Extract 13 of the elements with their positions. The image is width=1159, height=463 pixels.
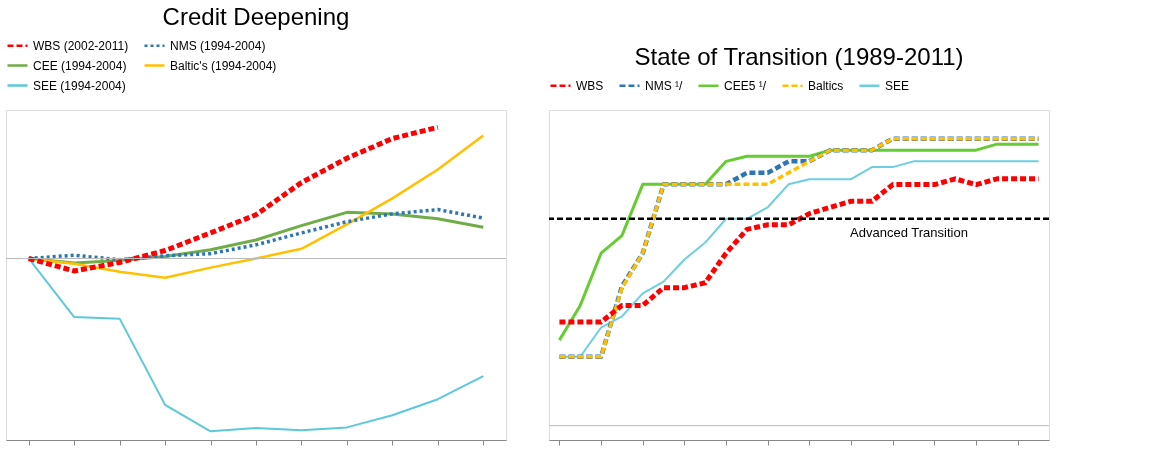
chart-title: State of Transition (1989-2011) bbox=[634, 43, 964, 70]
ref-line-label: Advanced Transition bbox=[850, 224, 968, 240]
legend-label: SEE (1994-2004) bbox=[33, 78, 126, 93]
legend-label: NMS ¹/ bbox=[645, 78, 683, 93]
legend-label: WBS bbox=[576, 78, 604, 93]
legend-label: NMS (1994-2004) bbox=[170, 38, 266, 53]
chart-title: Credit Deepening bbox=[162, 3, 350, 30]
legend-label: WBS (2002-2011) bbox=[33, 38, 129, 53]
legend-label: SEE bbox=[885, 78, 910, 93]
legend-label: Baltics bbox=[808, 78, 844, 93]
legend-label: CEE5 ¹/ bbox=[724, 78, 767, 93]
legend-label: Baltic's (1994-2004) bbox=[170, 58, 277, 73]
legend-label: CEE (1994-2004) bbox=[33, 58, 127, 73]
